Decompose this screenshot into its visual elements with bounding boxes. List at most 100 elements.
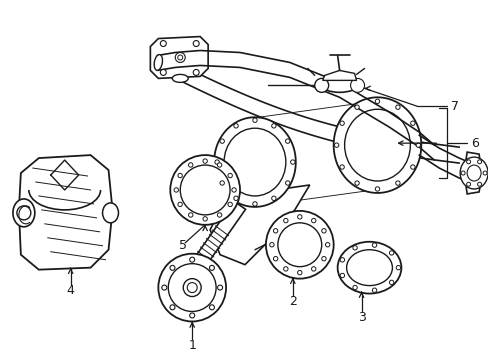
- Polygon shape: [150, 37, 208, 78]
- Circle shape: [209, 305, 214, 310]
- Circle shape: [265, 211, 333, 279]
- Circle shape: [334, 143, 338, 147]
- Circle shape: [180, 165, 229, 215]
- Circle shape: [214, 160, 219, 164]
- Circle shape: [203, 159, 207, 163]
- Circle shape: [371, 288, 376, 292]
- Circle shape: [170, 155, 240, 225]
- Circle shape: [311, 267, 315, 271]
- Circle shape: [314, 78, 328, 92]
- Polygon shape: [322, 71, 356, 80]
- Circle shape: [269, 243, 274, 247]
- Circle shape: [17, 206, 31, 220]
- Circle shape: [273, 257, 277, 261]
- Circle shape: [311, 219, 315, 223]
- Circle shape: [339, 121, 344, 125]
- Circle shape: [350, 78, 364, 92]
- Circle shape: [339, 165, 344, 169]
- Circle shape: [170, 265, 175, 270]
- Circle shape: [321, 229, 325, 233]
- Ellipse shape: [102, 203, 118, 223]
- Circle shape: [283, 219, 287, 223]
- Circle shape: [158, 254, 225, 321]
- Text: 4: 4: [66, 284, 75, 297]
- Polygon shape: [463, 152, 481, 194]
- Circle shape: [209, 265, 214, 270]
- Circle shape: [271, 196, 276, 201]
- Circle shape: [217, 163, 222, 167]
- Circle shape: [188, 213, 192, 217]
- Text: 3: 3: [357, 311, 365, 324]
- Circle shape: [178, 202, 182, 207]
- Ellipse shape: [13, 199, 35, 227]
- Circle shape: [187, 283, 197, 293]
- Circle shape: [193, 41, 199, 46]
- Circle shape: [352, 246, 357, 250]
- Circle shape: [283, 267, 287, 271]
- Circle shape: [374, 187, 379, 191]
- Circle shape: [410, 165, 414, 169]
- Circle shape: [252, 118, 257, 122]
- Text: 2: 2: [288, 295, 296, 308]
- Circle shape: [297, 270, 302, 275]
- Ellipse shape: [172, 75, 188, 82]
- Circle shape: [374, 99, 379, 103]
- Ellipse shape: [466, 165, 480, 181]
- Text: 5: 5: [179, 239, 187, 252]
- Circle shape: [168, 264, 216, 311]
- Circle shape: [371, 243, 376, 247]
- Circle shape: [354, 105, 359, 109]
- Ellipse shape: [333, 97, 421, 193]
- Circle shape: [395, 265, 400, 270]
- Circle shape: [189, 257, 194, 262]
- Circle shape: [217, 285, 222, 290]
- Circle shape: [217, 213, 222, 217]
- Ellipse shape: [321, 78, 357, 92]
- Circle shape: [183, 279, 201, 297]
- Circle shape: [160, 41, 166, 46]
- Circle shape: [410, 121, 414, 125]
- Text: 1: 1: [188, 339, 196, 352]
- Circle shape: [325, 243, 329, 247]
- Circle shape: [290, 160, 294, 164]
- Ellipse shape: [224, 128, 285, 196]
- Ellipse shape: [346, 250, 392, 285]
- Circle shape: [466, 160, 469, 164]
- Circle shape: [395, 181, 399, 185]
- Circle shape: [233, 123, 238, 128]
- Circle shape: [227, 202, 232, 207]
- Circle shape: [395, 105, 399, 109]
- Circle shape: [285, 139, 289, 143]
- Circle shape: [233, 196, 238, 201]
- Circle shape: [354, 181, 359, 185]
- Polygon shape: [174, 201, 245, 294]
- Circle shape: [189, 313, 194, 318]
- Circle shape: [220, 139, 224, 143]
- Circle shape: [352, 285, 357, 290]
- Ellipse shape: [344, 109, 409, 181]
- Circle shape: [273, 229, 277, 233]
- Circle shape: [388, 251, 393, 255]
- Circle shape: [174, 188, 178, 192]
- Ellipse shape: [337, 242, 401, 293]
- Circle shape: [252, 202, 257, 206]
- Circle shape: [203, 217, 207, 221]
- Circle shape: [227, 173, 232, 178]
- Circle shape: [297, 215, 302, 219]
- Ellipse shape: [154, 55, 162, 70]
- Polygon shape: [19, 155, 112, 270]
- Circle shape: [466, 182, 469, 186]
- Circle shape: [277, 223, 321, 267]
- Polygon shape: [210, 185, 309, 265]
- Ellipse shape: [214, 117, 295, 207]
- Ellipse shape: [459, 157, 487, 189]
- Circle shape: [321, 257, 325, 261]
- Circle shape: [178, 173, 182, 178]
- Circle shape: [388, 280, 393, 284]
- Circle shape: [175, 53, 185, 62]
- Circle shape: [477, 160, 481, 164]
- Circle shape: [271, 123, 276, 128]
- Circle shape: [220, 181, 224, 185]
- Circle shape: [415, 143, 420, 147]
- Circle shape: [482, 171, 486, 175]
